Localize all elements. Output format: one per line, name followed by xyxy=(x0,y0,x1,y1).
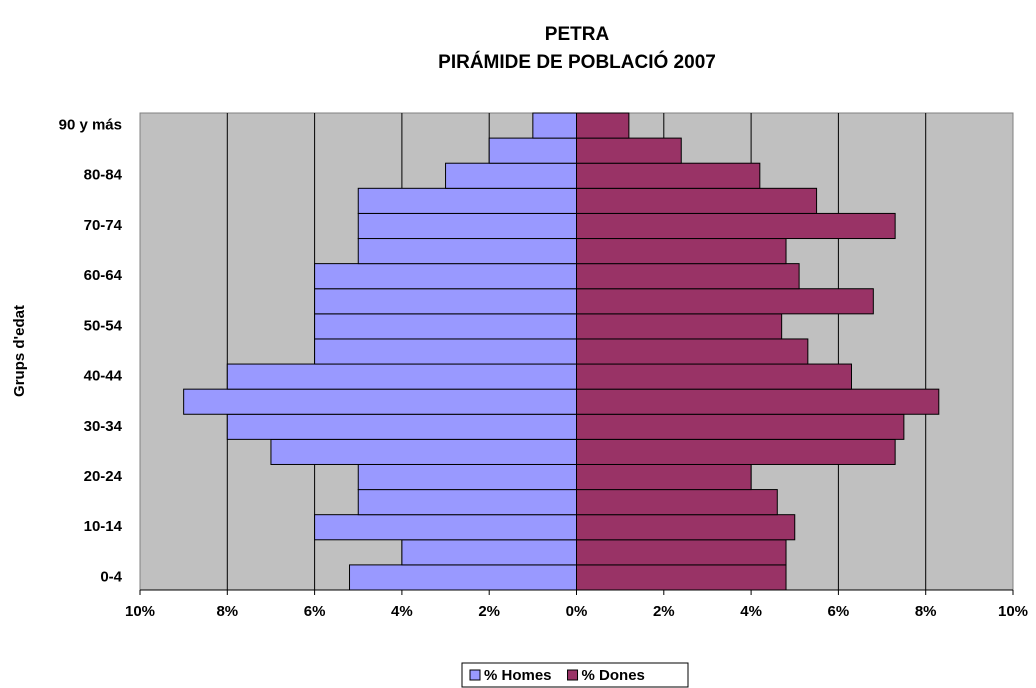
bar xyxy=(576,288,874,315)
bar xyxy=(576,137,682,164)
x-tick-label: 6% xyxy=(304,603,326,620)
bar xyxy=(576,112,630,139)
bar xyxy=(576,313,783,340)
x-tick-label: 4% xyxy=(391,603,413,620)
bar xyxy=(314,288,577,315)
legend-box xyxy=(461,662,689,688)
x-tick-label: 8% xyxy=(915,603,937,620)
bar xyxy=(270,438,577,465)
y-axis-label: Grups d'edat xyxy=(11,305,28,397)
bar xyxy=(401,539,577,566)
x-tick-label: 2% xyxy=(653,603,675,620)
bar xyxy=(576,212,896,240)
bar xyxy=(576,162,761,189)
y-tick-label: 0-4 xyxy=(100,568,122,585)
bar xyxy=(357,187,577,214)
bar xyxy=(314,313,577,340)
bar xyxy=(576,413,905,440)
chart-title: PETRA xyxy=(545,24,610,45)
y-tick-label: 30-34 xyxy=(84,418,123,435)
bar xyxy=(349,564,577,591)
y-tick-label: 90 y más xyxy=(59,117,122,134)
bar xyxy=(576,363,852,390)
y-tick-label: 70-74 xyxy=(84,217,123,234)
bar xyxy=(576,564,787,591)
bar xyxy=(314,263,577,290)
bar xyxy=(576,463,752,491)
bar xyxy=(445,162,577,189)
bar xyxy=(357,463,577,491)
legend-swatch xyxy=(469,669,481,681)
bar xyxy=(576,238,787,265)
bar xyxy=(357,238,577,265)
x-tick-label: 6% xyxy=(828,603,850,620)
y-tick-label: 10-14 xyxy=(84,518,123,535)
bar xyxy=(226,363,578,390)
y-tick-label: 60-64 xyxy=(84,267,123,284)
y-tick-label: 80-84 xyxy=(84,167,123,184)
bar xyxy=(576,438,896,465)
y-tick-label: 40-44 xyxy=(84,368,123,385)
y-tick-label: 20-24 xyxy=(84,468,123,485)
bar xyxy=(576,187,818,214)
bar xyxy=(576,388,940,415)
bar xyxy=(183,388,577,415)
x-tick-label: 10% xyxy=(998,603,1028,620)
bar xyxy=(576,514,796,541)
bar xyxy=(576,263,800,290)
x-tick-label: 2% xyxy=(478,603,500,620)
x-tick-label: 8% xyxy=(216,603,238,620)
chart-subtitle: PIRÁMIDE DE POBLACIÓ 2007 xyxy=(438,51,716,73)
bar xyxy=(314,514,577,541)
legend-label: % Dones xyxy=(582,667,645,684)
bar xyxy=(532,112,577,139)
bar xyxy=(576,338,809,365)
x-tick-label: 0% xyxy=(566,603,588,620)
bar xyxy=(488,137,578,164)
bar xyxy=(226,413,578,440)
bar xyxy=(357,212,577,240)
x-tick-label: 10% xyxy=(125,603,155,620)
bar xyxy=(576,489,778,516)
bar xyxy=(576,539,787,566)
bar xyxy=(314,338,577,365)
legend-swatch xyxy=(567,669,579,681)
y-tick-label: 50-54 xyxy=(84,317,123,334)
legend-label: % Homes xyxy=(484,667,552,684)
x-tick-label: 4% xyxy=(740,603,762,620)
bar xyxy=(357,489,577,516)
